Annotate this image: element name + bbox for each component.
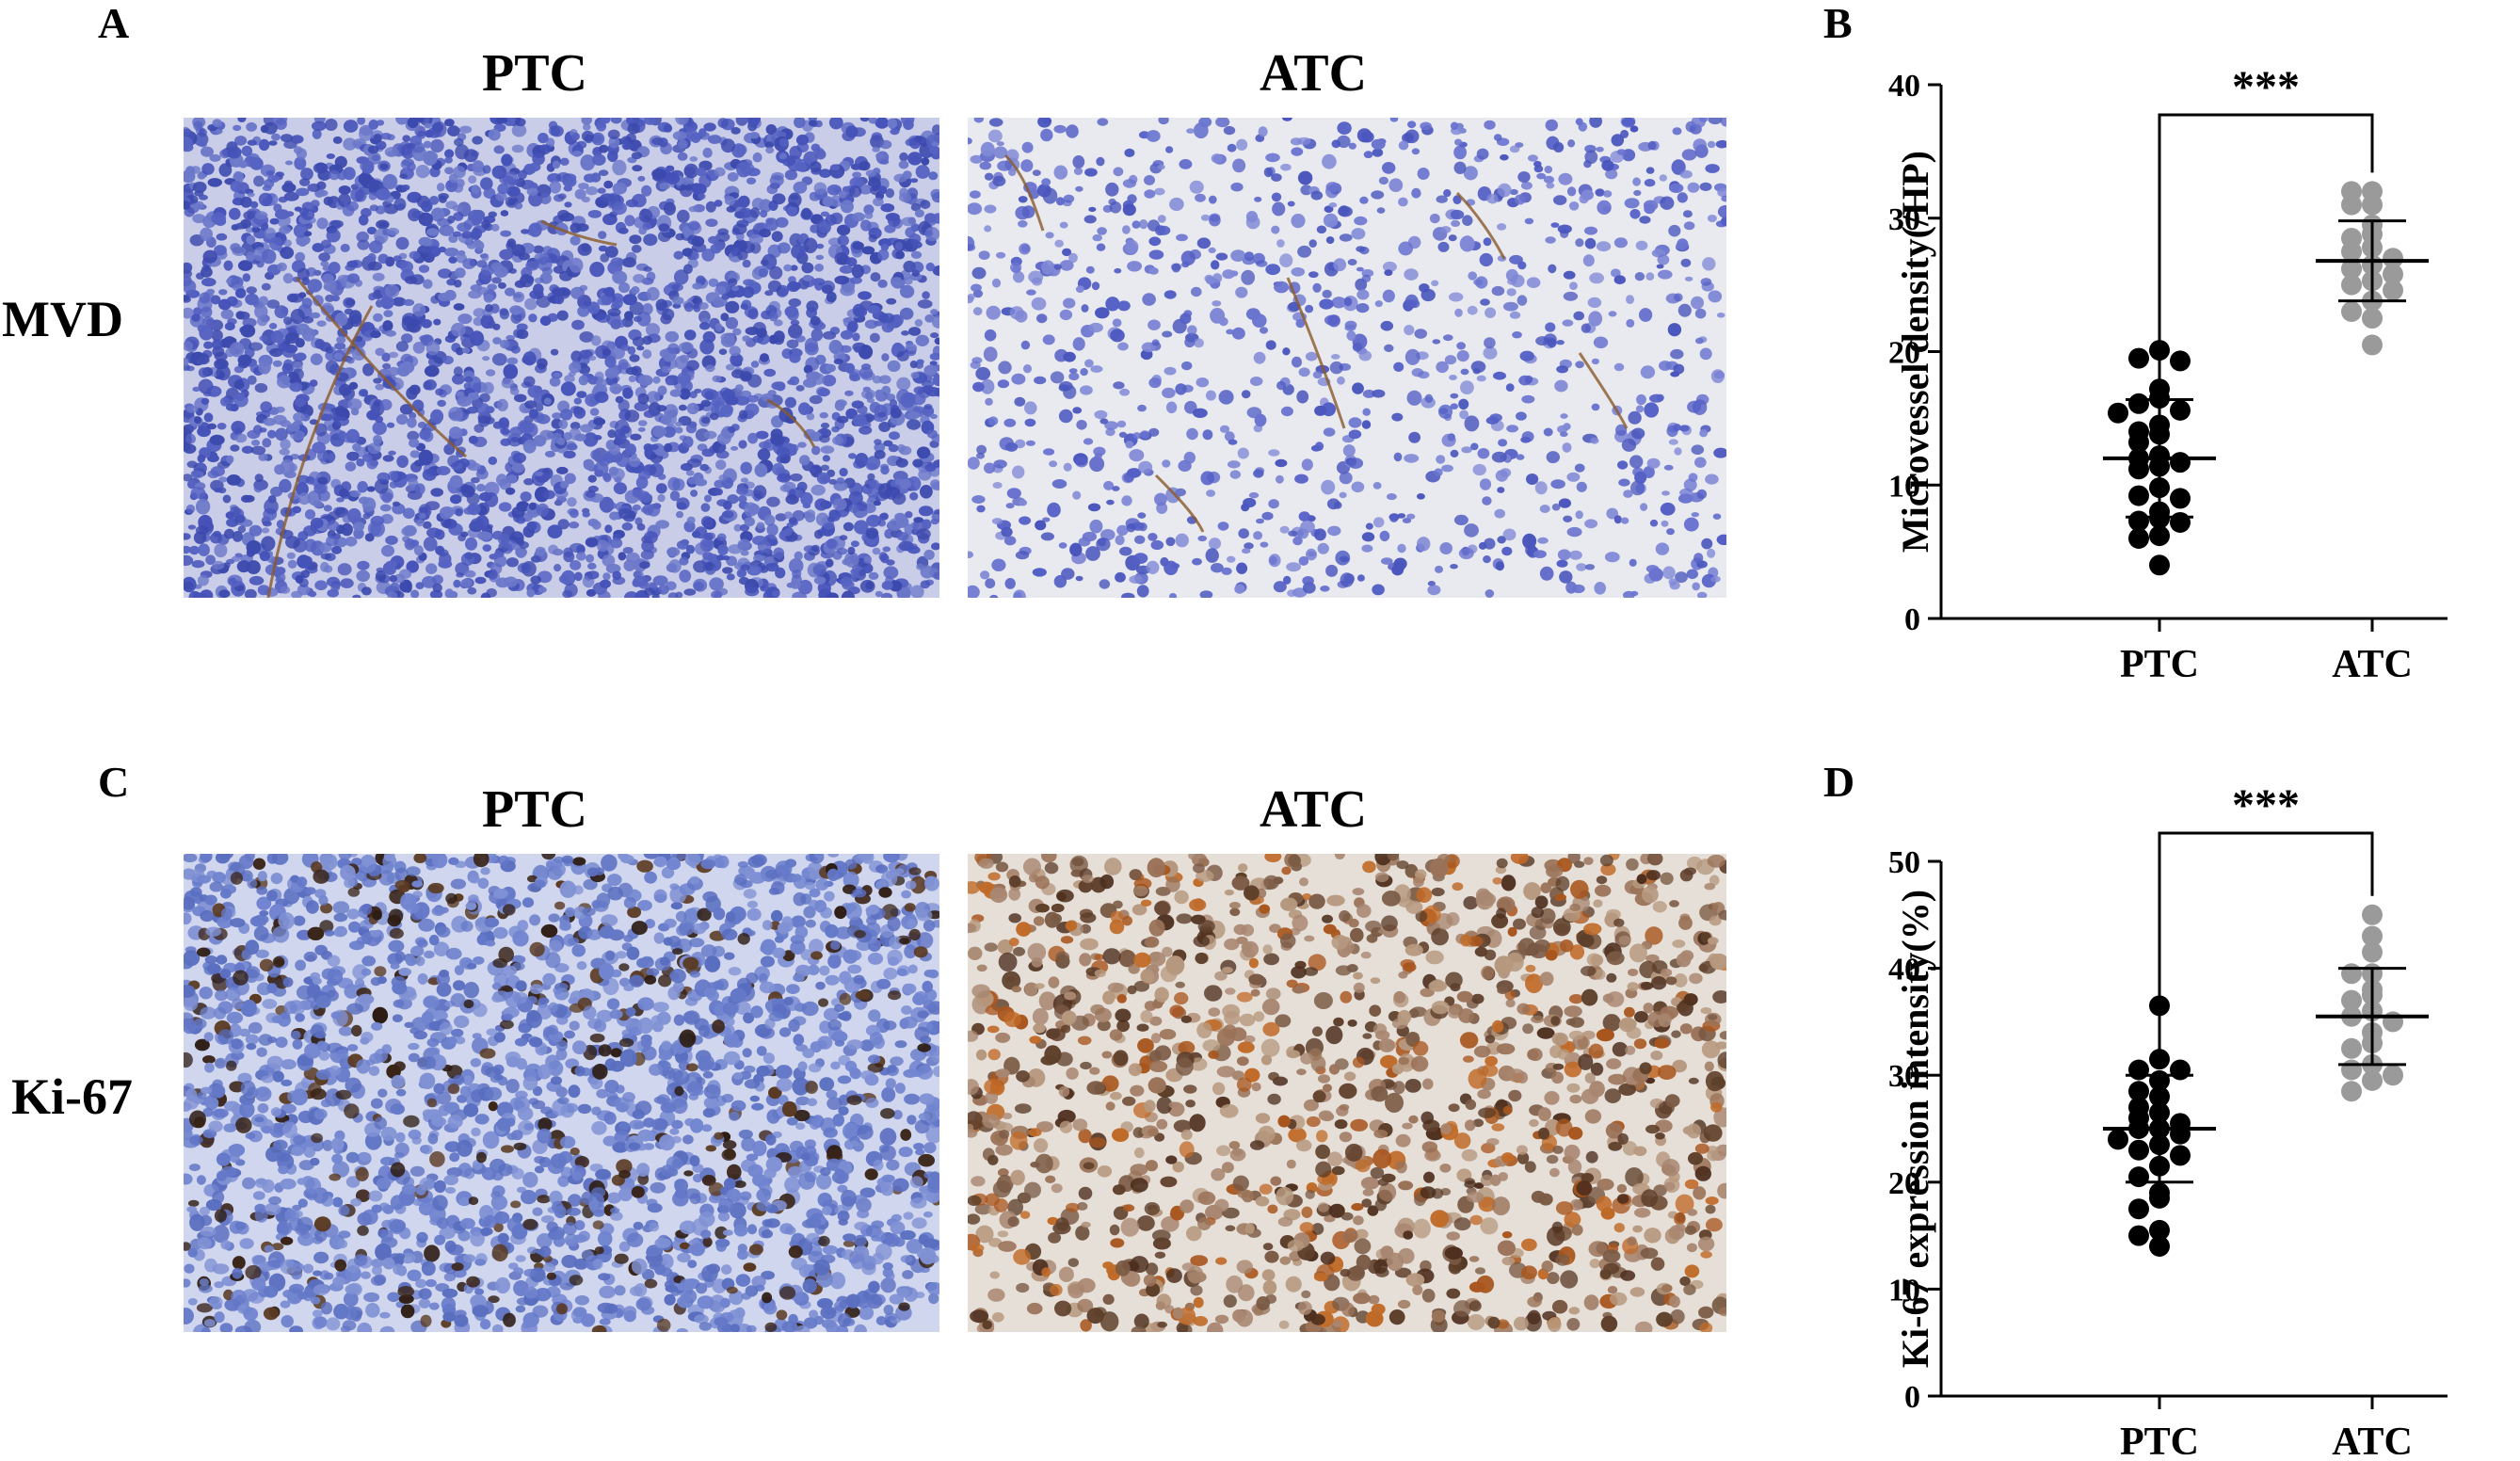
chart-d-ytick-label: 0 bbox=[1904, 1380, 1920, 1415]
chart-d-point-atc bbox=[2383, 1011, 2403, 1033]
chart-d-point-ptc bbox=[2170, 1059, 2191, 1081]
chart-d-point-ptc bbox=[2128, 1225, 2149, 1246]
chart-d-point-ptc bbox=[2128, 1139, 2149, 1161]
chart-d-point-atc bbox=[2362, 941, 2383, 963]
panel-letter-d: D bbox=[1823, 758, 1855, 806]
chart-b-point-ptc bbox=[2128, 347, 2149, 369]
chart-b-point-ptc bbox=[2108, 402, 2128, 424]
chart-b-significance-stars: *** bbox=[2232, 62, 2300, 112]
chart-b-point-atc bbox=[2341, 274, 2362, 296]
chart-d-significance-bracket bbox=[2158, 831, 2374, 1065]
micrograph-ki67-atc bbox=[968, 854, 1726, 1332]
chart-d-point-ptc bbox=[2128, 1059, 2149, 1081]
chart-b-point-ptc bbox=[2149, 554, 2170, 576]
chart-b-point-ptc bbox=[2128, 485, 2149, 506]
chart-d-point-atc bbox=[2362, 904, 2383, 925]
chart-b-point-atc bbox=[2362, 194, 2383, 216]
chart-b-point-atc bbox=[2362, 308, 2383, 329]
col-title-atc-bottom: ATC bbox=[1259, 780, 1368, 839]
micrograph-ki67-ptc bbox=[184, 854, 939, 1332]
chart-d-point-atc bbox=[2383, 1065, 2403, 1086]
chart-b-xtick-label-atc: ATC bbox=[2332, 643, 2413, 686]
chart-d-point-ptc bbox=[2149, 1187, 2170, 1209]
chart-b-point-atc bbox=[2341, 194, 2362, 216]
chart-d-point-ptc bbox=[2128, 1198, 2149, 1220]
chart-b-significance-bracket bbox=[2158, 113, 2374, 389]
chart-b-point-ptc bbox=[2170, 488, 2191, 509]
chart-b-point-atc bbox=[2383, 248, 2403, 269]
chart-b-point-ptc bbox=[2170, 350, 2191, 372]
chart-d-point-ptc bbox=[2128, 1166, 2149, 1188]
chart-d-significance-stars: *** bbox=[2232, 780, 2300, 830]
chart-b-y-label: Microvessel density(/HP) bbox=[1894, 151, 1936, 553]
chart-d-point-atc bbox=[2362, 925, 2383, 947]
chart-b-ytick-label: 0 bbox=[1904, 602, 1920, 637]
row-title-ki67: Ki-67 bbox=[11, 1068, 133, 1125]
chart-d-point-ptc bbox=[2149, 1219, 2170, 1241]
chart-d-ytick-label: 50 bbox=[1888, 845, 1920, 880]
chart-d-point-atc bbox=[2341, 1059, 2362, 1081]
panel-letter-b: B bbox=[1823, 0, 1853, 47]
chart-d-xtick-label-atc: ATC bbox=[2332, 1421, 2413, 1461]
chart-b-ytick-label: 40 bbox=[1888, 69, 1920, 104]
chart-b-point-atc bbox=[2383, 280, 2403, 301]
chart-b-point-atc bbox=[2341, 241, 2362, 263]
chart-b-ytick-label: 20 bbox=[1888, 336, 1920, 371]
chart-b-point-ptc bbox=[2128, 458, 2149, 480]
chart-b-point-ptc bbox=[2149, 525, 2170, 547]
col-title-atc-top: ATC bbox=[1259, 44, 1368, 103]
micrograph-mvd-ptc bbox=[184, 118, 939, 598]
chart-d-point-atc bbox=[2341, 989, 2362, 1011]
chart-d-y-label: Ki-67 expression intensity(%) bbox=[1894, 890, 1936, 1368]
panel-letter-c: C bbox=[98, 758, 130, 806]
chart-d-xtick-label-ptc: PTC bbox=[2120, 1421, 2199, 1461]
chart-b-point-ptc bbox=[2128, 431, 2149, 453]
chart-d-point-ptc bbox=[2108, 1129, 2128, 1150]
chart-d-point-ptc bbox=[2149, 1235, 2170, 1257]
chart-d-point-atc bbox=[2341, 1081, 2362, 1102]
chart-d-point-ptc bbox=[2170, 1145, 2191, 1166]
chart-b-point-atc bbox=[2383, 264, 2403, 285]
chart-d-point-atc bbox=[2341, 963, 2362, 985]
col-title-ptc-top: PTC bbox=[482, 44, 587, 103]
chart-d-ytick-label: 40 bbox=[1888, 953, 1920, 987]
chart-d-point-atc bbox=[2341, 1037, 2362, 1059]
chart-d-point-ptc bbox=[2128, 1081, 2149, 1102]
chart-d-ytick-label: 10 bbox=[1888, 1273, 1920, 1308]
chart-d-point-atc bbox=[2362, 1069, 2383, 1091]
chart-d-point-ptc bbox=[2170, 1123, 2191, 1145]
col-title-ptc-bottom: PTC bbox=[482, 780, 587, 839]
chart-d-ytick-label: 30 bbox=[1888, 1059, 1920, 1094]
chart-b-point-ptc bbox=[2128, 527, 2149, 549]
chart-b-point-atc bbox=[2341, 258, 2362, 280]
micrograph-mvd-atc bbox=[968, 118, 1726, 598]
chart-b-ytick-label: 10 bbox=[1888, 469, 1920, 504]
chart-b-ytick-label: 30 bbox=[1888, 202, 1920, 237]
panel-letter-a: A bbox=[98, 0, 130, 47]
chart-b-point-atc bbox=[2341, 300, 2362, 322]
chart-b-xtick-label-ptc: PTC bbox=[2120, 643, 2199, 686]
row-title-mvd: MVD bbox=[2, 291, 123, 347]
chart-b-point-ptc bbox=[2170, 399, 2191, 421]
chart-b-point-atc bbox=[2362, 334, 2383, 356]
chart-d-ytick-label: 20 bbox=[1888, 1166, 1920, 1201]
